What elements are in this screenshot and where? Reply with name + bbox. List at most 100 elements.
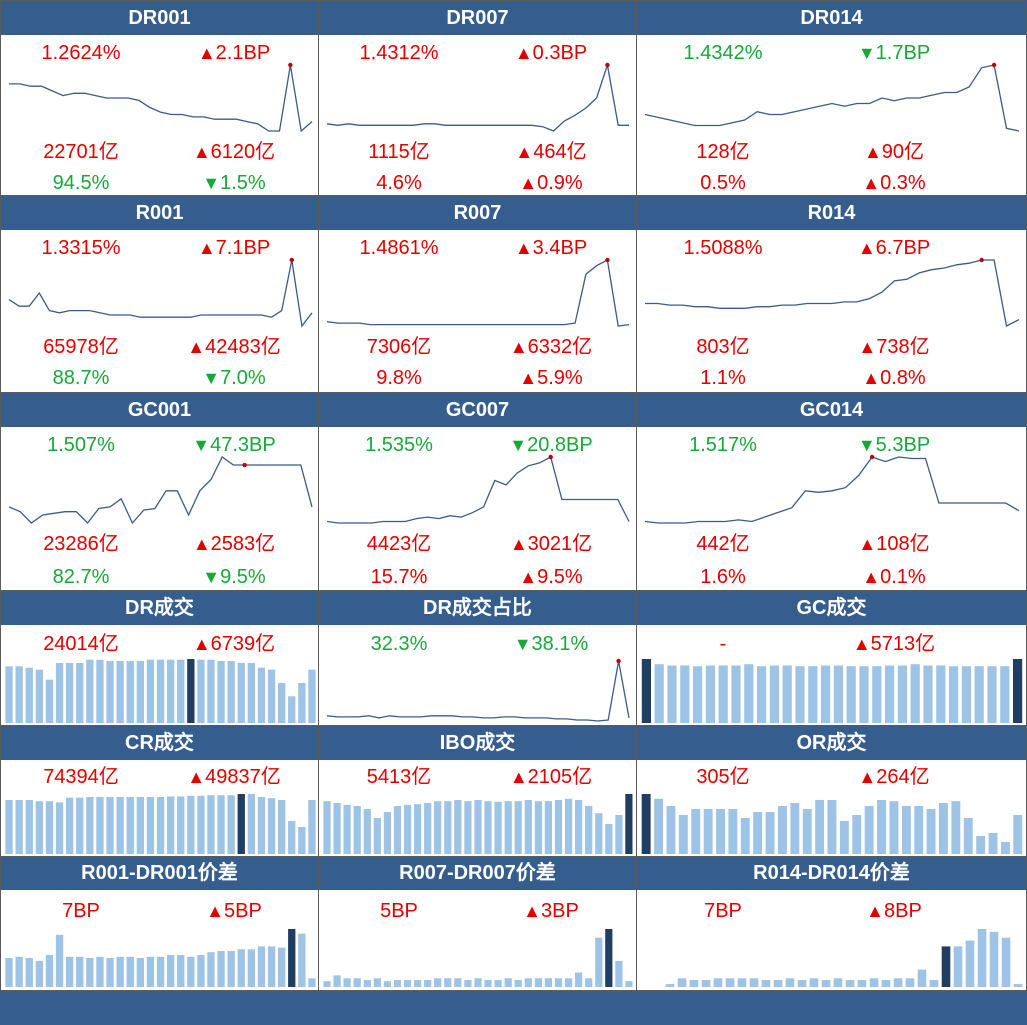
bar: [136, 661, 144, 723]
down-triangle-icon: ▼: [202, 368, 221, 388]
peak-point: [979, 257, 984, 263]
bar: [666, 806, 676, 854]
bar: [864, 806, 874, 854]
bar: [45, 679, 54, 723]
bar: [615, 960, 623, 987]
bar: [323, 981, 331, 987]
up-triangle-icon: ▲: [509, 337, 528, 357]
panel-or-: OR成交 305亿 ▲264亿: [637, 726, 1027, 857]
volume-change: ▲90亿: [864, 141, 924, 163]
bar: [15, 666, 23, 723]
bar: [35, 960, 43, 987]
bar: [187, 795, 195, 854]
bar: [1013, 815, 1023, 854]
up-triangle-icon: ▲: [857, 238, 876, 258]
panel-title: DR001: [1, 1, 318, 35]
bar: [267, 798, 276, 854]
bar: [403, 980, 412, 987]
series-line: [8, 456, 313, 525]
bar: [988, 833, 998, 854]
bar: [923, 665, 933, 723]
rate-change: ▲7.1BP: [198, 237, 270, 259]
rate-value: 1.4861%: [359, 237, 439, 259]
volume-value: 65978亿: [43, 336, 119, 358]
bar: [821, 980, 831, 987]
rate-change: ▼5.3BP: [858, 434, 930, 456]
bar-chart: [5, 794, 316, 854]
share-change: ▲9.5%: [519, 566, 582, 588]
bar: [857, 980, 867, 987]
up-triangle-icon: ▲: [863, 142, 882, 162]
bar: [373, 818, 381, 854]
share-change-value: 9.5%: [220, 566, 266, 588]
bar: [288, 696, 296, 723]
share-change-value: 1.5%: [220, 172, 266, 194]
bar: [76, 663, 84, 723]
up-triangle-icon: ▲: [192, 534, 211, 554]
share-change: ▲0.8%: [862, 367, 925, 389]
bar: [514, 980, 522, 987]
bar: [740, 818, 750, 854]
bar: [852, 815, 862, 854]
bar: [534, 978, 542, 987]
panel-r007: R007 1.4861% ▲3.4BP 7306亿 ▲6332亿 9.8% ▲5.9%: [319, 196, 637, 393]
bar: [1013, 659, 1023, 723]
rate-change: ▲2.1BP: [198, 42, 270, 64]
line-chart: [326, 658, 630, 722]
bar: [554, 978, 563, 987]
value-change: ▲5BP: [206, 900, 262, 922]
bar: [693, 666, 703, 723]
rate-change-value: 7.1BP: [215, 237, 271, 259]
down-triangle-icon: ▼: [192, 435, 211, 455]
volume-change-value: 3021亿: [527, 533, 593, 555]
bar: [790, 803, 800, 854]
up-triangle-icon: ▲: [858, 534, 877, 554]
down-triangle-icon: ▼: [509, 435, 528, 455]
volume-change-value: 6332亿: [527, 336, 593, 358]
bar: [278, 947, 286, 987]
bar: [267, 669, 276, 723]
share-change-value: 0.8%: [880, 367, 926, 389]
bar-chart: [641, 794, 1023, 854]
share-change-value: 0.9%: [537, 172, 583, 194]
bar: [795, 666, 805, 723]
bar: [25, 958, 33, 987]
bar: [444, 978, 452, 987]
bar: [939, 803, 948, 854]
line-chart: [326, 257, 630, 327]
up-triangle-icon: ▲: [187, 337, 206, 357]
bar: [641, 659, 651, 723]
bar: [769, 665, 779, 723]
bar: [815, 800, 825, 854]
up-triangle-icon: ▲: [862, 173, 881, 193]
footer-bar: [0, 991, 1027, 1025]
bar: [167, 955, 175, 987]
bar: [926, 809, 936, 854]
bar: [278, 800, 286, 854]
bar: [383, 812, 391, 854]
bar: [544, 801, 552, 854]
peak-point: [605, 62, 610, 68]
bar: [701, 980, 711, 987]
bar: [757, 666, 767, 723]
up-triangle-icon: ▲: [192, 142, 211, 162]
rate-change-value: 3.4BP: [532, 237, 588, 259]
bar: [363, 980, 371, 987]
bar: [207, 952, 215, 987]
bar: [278, 683, 286, 723]
share-change-value: 9.5%: [537, 566, 583, 588]
panel-gc007: GC007 1.535% ▼20.8BP 4423亿 ▲3021亿 15.7% ▲9.5%: [319, 393, 637, 591]
bar: [524, 978, 532, 987]
volume-change-value: 6120亿: [210, 141, 276, 163]
panel-title: GC001: [1, 393, 318, 427]
bar: [298, 933, 306, 987]
up-triangle-icon: ▲: [197, 238, 216, 258]
share-value: 15.7%: [370, 566, 428, 588]
rate-change-value: 1.7BP: [875, 42, 931, 64]
bar: [424, 980, 432, 987]
panel-title: R007: [319, 196, 636, 230]
bar: [534, 801, 542, 854]
bar: [713, 978, 723, 987]
bar: [177, 796, 185, 854]
bar: [25, 800, 33, 854]
